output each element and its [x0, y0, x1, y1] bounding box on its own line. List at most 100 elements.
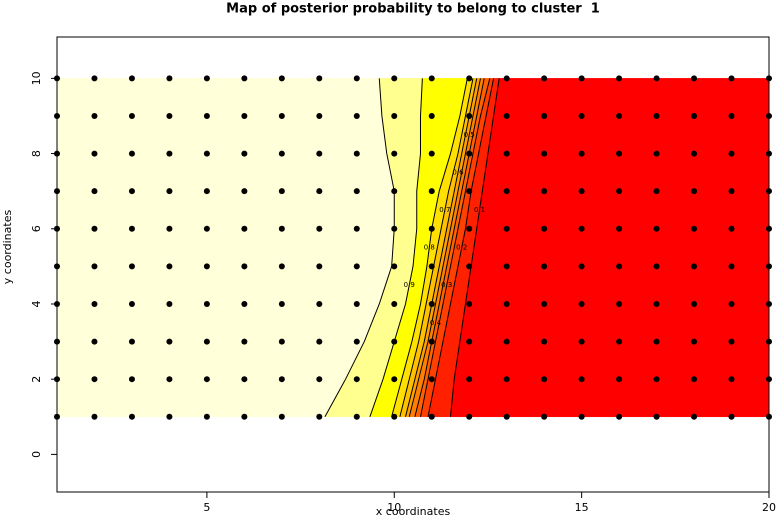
y-tick-label: 4: [30, 300, 43, 307]
point: [653, 376, 660, 383]
point: [578, 263, 585, 270]
point: [578, 300, 585, 307]
point: [728, 263, 735, 270]
point: [578, 338, 585, 345]
point: [691, 300, 698, 307]
point: [128, 225, 135, 232]
point: [728, 225, 735, 232]
x-tick-label: 20: [762, 501, 776, 514]
point: [166, 413, 173, 420]
point: [503, 225, 510, 232]
point: [541, 188, 548, 195]
point: [691, 338, 698, 345]
y-tick-label: 2: [30, 376, 43, 383]
point: [241, 112, 248, 119]
point: [616, 338, 623, 345]
point: [503, 150, 510, 157]
contour-label: 0.8: [424, 244, 435, 252]
point: [91, 225, 98, 232]
point: [91, 188, 98, 195]
point: [241, 75, 248, 82]
point: [466, 338, 473, 345]
point: [391, 263, 398, 270]
x-axis-label: x coordinates: [376, 505, 451, 518]
point: [653, 75, 660, 82]
point: [466, 300, 473, 307]
point: [391, 75, 398, 82]
point: [503, 263, 510, 270]
contour-band: [450, 78, 770, 418]
point: [391, 376, 398, 383]
point: [203, 263, 210, 270]
point: [353, 112, 360, 119]
point: [91, 150, 98, 157]
point: [691, 413, 698, 420]
point: [128, 300, 135, 307]
point: [353, 188, 360, 195]
point: [466, 413, 473, 420]
point: [316, 150, 323, 157]
point: [653, 338, 660, 345]
contour-label: 0.4: [430, 319, 442, 327]
point: [428, 188, 435, 195]
point: [353, 376, 360, 383]
point: [578, 188, 585, 195]
point: [466, 75, 473, 82]
point: [578, 376, 585, 383]
point: [466, 225, 473, 232]
point: [278, 338, 285, 345]
point: [428, 376, 435, 383]
point: [728, 300, 735, 307]
point: [653, 413, 660, 420]
point: [241, 338, 248, 345]
point: [653, 300, 660, 307]
point: [578, 112, 585, 119]
point: [316, 225, 323, 232]
point: [428, 225, 435, 232]
point: [616, 112, 623, 119]
contour-line: [405, 78, 478, 417]
point: [541, 225, 548, 232]
point: [541, 338, 548, 345]
point: [691, 112, 698, 119]
point: [728, 413, 735, 420]
point: [391, 338, 398, 345]
point: [391, 300, 398, 307]
point: [353, 263, 360, 270]
point: [728, 112, 735, 119]
point: [203, 338, 210, 345]
point: [166, 112, 173, 119]
point: [278, 75, 285, 82]
point: [128, 338, 135, 345]
point: [241, 263, 248, 270]
point: [278, 263, 285, 270]
point: [503, 413, 510, 420]
point: [316, 413, 323, 420]
point: [391, 225, 398, 232]
point: [166, 150, 173, 157]
point: [316, 75, 323, 82]
contour-line: [391, 78, 468, 417]
point: [128, 150, 135, 157]
point: [391, 112, 398, 119]
contour-line: [420, 78, 491, 417]
point: [578, 75, 585, 82]
point: [728, 75, 735, 82]
point: [616, 188, 623, 195]
point: [691, 263, 698, 270]
plot-frame: [56, 36, 770, 493]
y-tick-label: 6: [30, 225, 43, 232]
point: [653, 225, 660, 232]
point: [428, 338, 435, 345]
point: [353, 413, 360, 420]
point: [428, 150, 435, 157]
point: [278, 300, 285, 307]
point: [203, 188, 210, 195]
point: [241, 376, 248, 383]
point: [203, 413, 210, 420]
point: [691, 376, 698, 383]
point: [91, 112, 98, 119]
point: [653, 263, 660, 270]
contour-line: [414, 78, 485, 417]
